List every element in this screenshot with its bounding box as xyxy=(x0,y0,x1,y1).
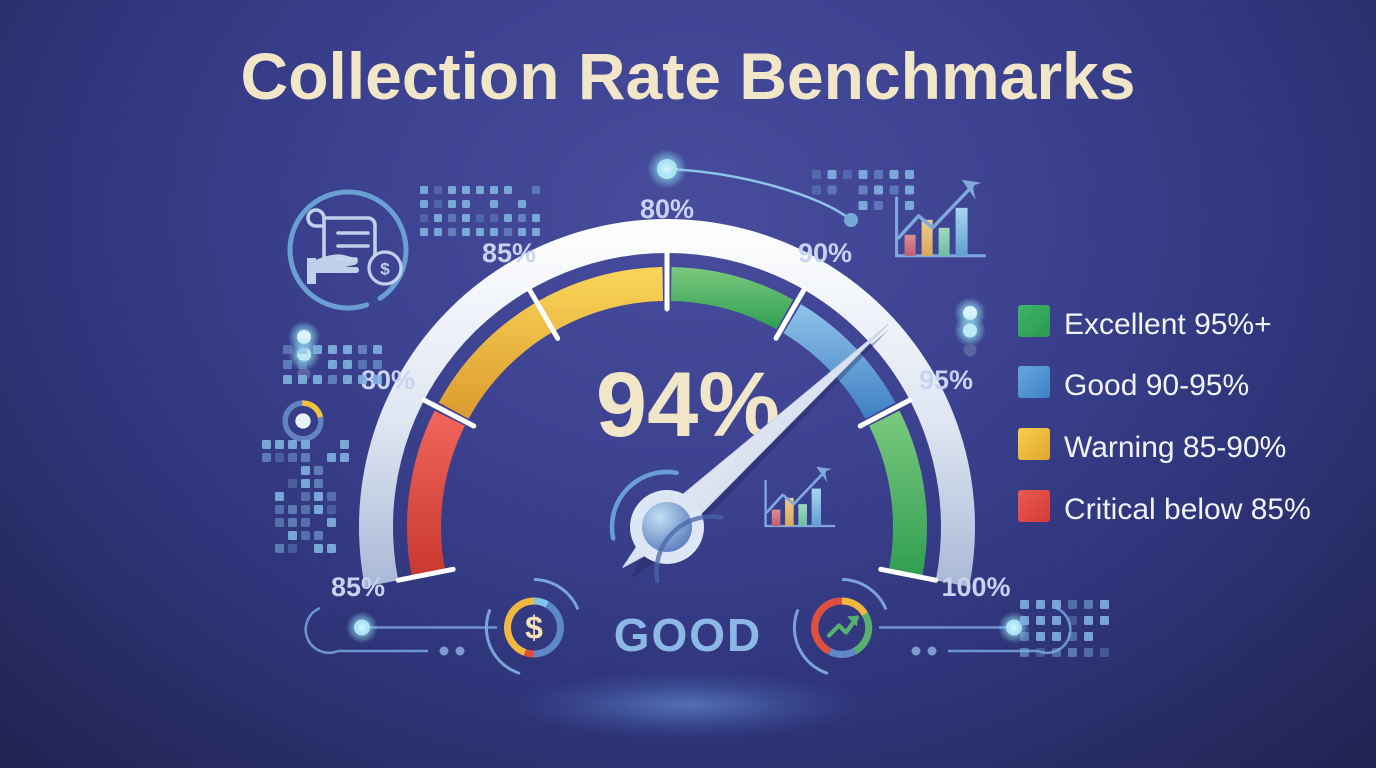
svg-text:80%: 80% xyxy=(361,365,415,395)
svg-text:80%: 80% xyxy=(640,194,694,224)
svg-text:90%: 90% xyxy=(798,238,852,268)
svg-text:$: $ xyxy=(380,260,390,279)
svg-text:95%: 95% xyxy=(919,365,973,395)
svg-text:85%: 85% xyxy=(331,572,385,602)
svg-text:100%: 100% xyxy=(941,572,1010,602)
svg-text:85%: 85% xyxy=(482,238,536,268)
